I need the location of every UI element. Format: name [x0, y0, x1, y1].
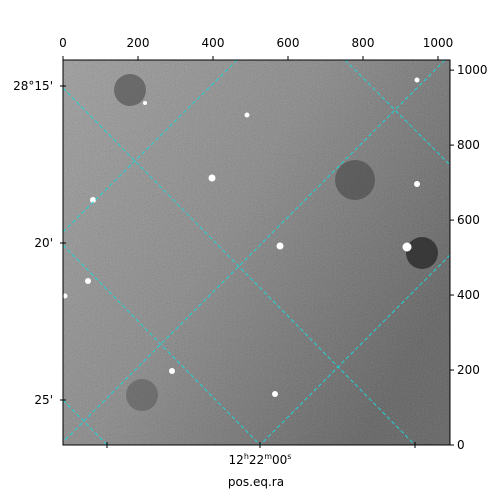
x-tick-label: 1000	[423, 36, 454, 50]
x-tick-label: 600	[277, 36, 300, 50]
plot-frame	[62, 59, 451, 446]
y-tick-label: 1000	[457, 63, 488, 77]
y-tick-label: 0	[457, 438, 465, 452]
ra-part: 00	[272, 453, 287, 467]
dec-tick-label: 25'	[34, 393, 53, 407]
y-tick-label: 800	[457, 138, 480, 152]
dec-tick-label: 20'	[34, 236, 53, 250]
world-ticks	[60, 85, 416, 448]
world-grid	[63, 60, 450, 445]
x-axis-label: pos.eq.ra	[228, 475, 284, 489]
y-tick-label: 600	[457, 213, 480, 227]
ra-tick-label: 12h22m00s	[229, 452, 292, 467]
ra-part: s	[287, 452, 291, 461]
y-tick-label: 200	[457, 363, 480, 377]
x-tick-label: 0	[59, 36, 67, 50]
image	[63, 60, 450, 445]
x-tick-label: 800	[352, 36, 375, 50]
ra-part: h	[244, 452, 249, 461]
y-tick-label: 400	[457, 288, 480, 302]
x-tick-label: 200	[127, 36, 150, 50]
ra-part: 22	[249, 453, 264, 467]
ra-part: m	[264, 452, 272, 461]
ra-part: 12	[229, 453, 244, 467]
x-tick-label: 400	[202, 36, 225, 50]
dec-tick-label: 28°15'	[13, 79, 53, 93]
